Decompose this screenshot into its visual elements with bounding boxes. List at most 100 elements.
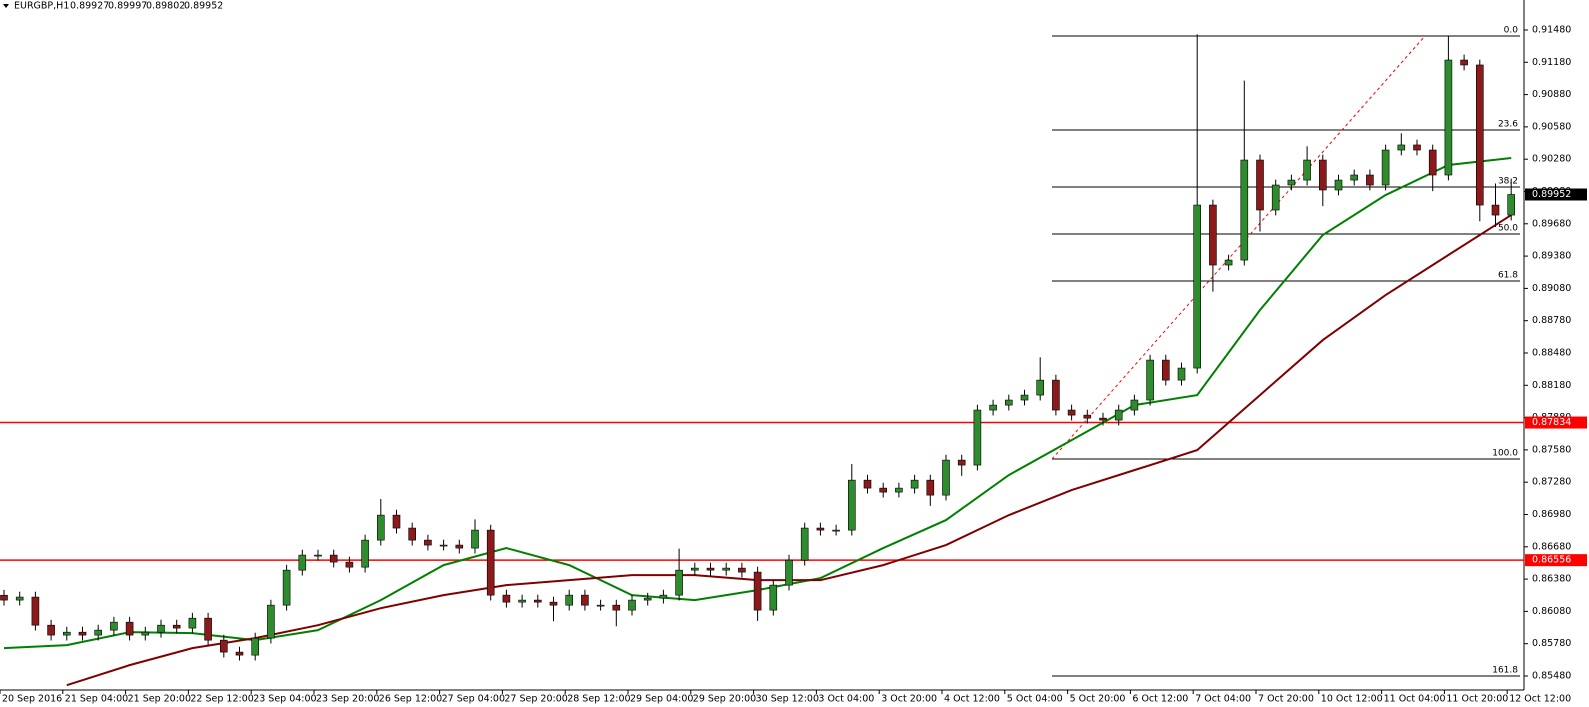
candle-body	[141, 631, 150, 636]
fib-label: 161.8	[1492, 666, 1518, 676]
candle-body	[408, 527, 417, 541]
candle-body	[1052, 379, 1060, 411]
fib-label: 50.0	[1498, 224, 1518, 234]
x-tick-label: 11 Oct 04:00	[1384, 694, 1446, 705]
candle-body	[1428, 149, 1437, 176]
candle-body	[1146, 359, 1154, 401]
fib-trendline	[1051, 35, 1426, 460]
candle-body	[785, 559, 793, 586]
candle-body	[235, 651, 244, 656]
candle-body	[1004, 399, 1013, 406]
candle-body	[267, 604, 275, 639]
x-tick-label: 28 Sep 12:00	[567, 694, 630, 705]
candle-body	[533, 599, 542, 603]
candle-body	[298, 554, 307, 571]
candle-body	[392, 514, 401, 529]
x-tick-label: 11 Oct 20:00	[1446, 694, 1508, 705]
x-tick-label: 3 Oct 04:00	[818, 694, 874, 705]
x-tick-label: 29 Sep 20:00	[693, 694, 756, 705]
candle-body	[1240, 159, 1249, 261]
candle-body	[1444, 59, 1453, 176]
candle-body	[1350, 174, 1358, 181]
candle-body	[1397, 144, 1406, 151]
candle-body	[1036, 379, 1044, 396]
candle-body	[612, 604, 621, 611]
x-tick-label: 4 Oct 12:00	[944, 694, 1000, 705]
candle-body	[78, 631, 87, 636]
fib-label: 61.8	[1498, 270, 1518, 280]
candle-body	[94, 629, 102, 636]
x-tick-label: 27 Sep 20:00	[504, 694, 567, 705]
candle-body	[643, 597, 652, 601]
y-tick-label: 0.86380	[1532, 574, 1571, 585]
candle-body	[800, 527, 809, 561]
x-tick-label: 10 Oct 12:00	[1321, 694, 1383, 705]
candle-body	[502, 594, 511, 603]
candle-body	[581, 594, 589, 606]
candle-body	[690, 567, 699, 571]
y-tick-label: 0.85480	[1532, 671, 1571, 682]
candle-body	[188, 617, 197, 629]
candle-body	[722, 567, 731, 571]
candle-body	[1114, 409, 1123, 421]
y-tick-label: 0.86080	[1532, 606, 1571, 617]
x-tick-label: 22 Sep 12:00	[190, 694, 253, 705]
candle-body	[361, 539, 369, 568]
candle-body	[769, 584, 778, 611]
fib-label: 0.0	[1504, 26, 1519, 36]
candle-body	[1381, 149, 1390, 186]
candle-body	[424, 539, 432, 546]
candle-body	[0, 594, 8, 601]
candle-body	[157, 624, 165, 633]
candle-body	[957, 459, 966, 466]
candle-body	[1476, 64, 1484, 206]
y-tick-label: 0.89080	[1532, 283, 1571, 294]
candle-body	[329, 554, 338, 563]
y-tick-label: 0.87280	[1532, 477, 1571, 488]
x-tick-label: 5 Oct 20:00	[1070, 694, 1126, 705]
y-tick-label: 0.90880	[1532, 89, 1571, 100]
ohlc-close: 0.89952	[184, 1, 223, 12]
y-tick-label: 0.90280	[1532, 154, 1571, 165]
candle-body	[1303, 159, 1311, 181]
price-line-box	[1525, 416, 1587, 429]
ohlc-high: 0.89997	[108, 1, 147, 12]
candle-body	[204, 617, 212, 641]
candle-body	[942, 459, 950, 496]
candle-body	[1287, 179, 1296, 186]
candle-body	[659, 594, 668, 599]
candle-body	[282, 569, 291, 606]
candle-body	[1130, 399, 1139, 411]
price-line-label: 0.87834	[1532, 417, 1571, 428]
candle-body	[110, 621, 118, 631]
candle-body	[1460, 59, 1468, 66]
candle-body	[62, 631, 71, 636]
x-tick-label: 20 Sep 2016	[2, 694, 62, 705]
x-tick-label: 5 Oct 04:00	[1007, 694, 1063, 705]
candle-body	[172, 624, 181, 629]
current-price-box	[1525, 188, 1587, 201]
candle-body	[1020, 394, 1029, 401]
x-tick-label: 3 Oct 20:00	[881, 694, 937, 705]
menu-arrow[interactable]	[3, 4, 9, 8]
candle-body	[15, 596, 24, 601]
x-tick-label: 7 Oct 20:00	[1258, 694, 1314, 705]
y-tick-label: 0.85780	[1532, 638, 1571, 649]
y-tick-label: 0.91180	[1532, 57, 1571, 68]
candle-body	[675, 569, 683, 596]
x-tick-label: 7 Oct 04:00	[1195, 694, 1251, 705]
x-tick-label: 21 Sep 20:00	[128, 694, 191, 705]
candle-body	[738, 567, 746, 573]
candle-body	[1083, 414, 1092, 419]
ohlc-open: 0.89927	[70, 1, 109, 12]
candle-body	[1319, 159, 1327, 191]
candle-body	[345, 561, 354, 568]
candle-body	[1067, 409, 1076, 416]
fib-label: 100.0	[1492, 449, 1518, 459]
candle-body	[549, 601, 558, 606]
candle-body	[989, 404, 997, 411]
x-tick-label: 26 Sep 12:00	[379, 694, 442, 705]
candle-body	[1099, 417, 1107, 421]
